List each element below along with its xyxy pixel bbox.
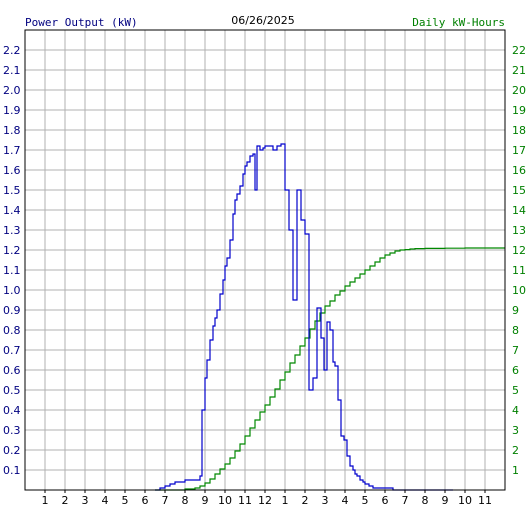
right-tick-label: 12 [512,244,526,257]
left-tick-label: 1.4 [3,204,21,217]
left-tick-label: 1.2 [3,244,21,257]
x-tick-label: 11 [478,494,492,507]
left-tick-label: 1.0 [3,284,21,297]
right-tick-label: 11 [512,264,526,277]
x-tick-label: 11 [238,494,252,507]
right-tick-label: 4 [512,404,519,417]
right-tick-label: 8 [512,324,519,337]
x-tick-label: 9 [202,494,209,507]
x-tick-label: 5 [362,494,369,507]
x-tick-label: 1 [282,494,289,507]
left-tick-label: 1.5 [3,184,21,197]
left-tick-label: 1.7 [3,144,21,157]
right-tick-label: 19 [512,104,526,117]
right-tick-label: 15 [512,184,526,197]
x-tick-label: 2 [302,494,309,507]
x-tick-label: 6 [382,494,389,507]
energy-series [155,247,505,491]
left-tick-label: 1.3 [3,224,21,237]
left-tick-label: 1.6 [3,164,21,177]
x-tick-label: 2 [62,494,69,507]
left-tick-label: 0.5 [3,384,21,397]
x-tick-label: 10 [218,494,232,507]
left-axis-ticks: 0.1 0.2 0.3 0.4 0.5 0.6 0.7 0.8 0.9 1.0 1.1 1.2 1.3 1… [3,44,21,477]
left-tick-label: 0.7 [3,344,21,357]
left-tick-label: 0.4 [3,404,21,417]
x-axis-ticks: 1 2 3 4 5 6 7 8 9 10 11 12 1 2 3 4 5 6 7 8 9 10 11 [42,490,492,507]
x-tick-label: 9 [442,494,449,507]
power-output-line [155,143,453,491]
chart-grid [25,30,505,490]
x-tick-label: 3 [322,494,329,507]
right-tick-label: 14 [512,204,526,217]
x-tick-label: 10 [458,494,472,507]
x-tick-label: 1 [42,494,49,507]
left-tick-label: 0.1 [3,464,21,477]
left-tick-label: 1.8 [3,124,21,137]
right-tick-label: 13 [512,224,526,237]
right-axis-title: Daily kW-Hours [412,16,505,29]
right-tick-label: 1 [512,464,519,477]
x-tick-label: 8 [182,494,189,507]
right-tick-label: 22 [512,44,526,57]
right-tick-label: 21 [512,64,526,77]
power-series [155,143,453,491]
left-tick-label: 0.8 [3,324,21,337]
left-tick-label: 2.1 [3,64,21,77]
left-axis-title: Power Output (kW) [25,16,138,29]
left-tick-label: 2.2 [3,44,21,57]
left-tick-label: 0.9 [3,304,21,317]
x-tick-label: 7 [162,494,169,507]
x-tick-label: 4 [102,494,109,507]
right-tick-label: 9 [512,304,519,317]
x-tick-label: 6 [142,494,149,507]
left-tick-label: 0.3 [3,424,21,437]
left-tick-label: 1.9 [3,104,21,117]
right-tick-label: 17 [512,144,526,157]
right-tick-label: 16 [512,164,526,177]
right-tick-label: 2 [512,444,519,457]
right-tick-label: 7 [512,344,519,357]
right-tick-label: 5 [512,384,519,397]
right-tick-label: 18 [512,124,526,137]
right-tick-label: 3 [512,424,519,437]
left-tick-label: 2.0 [3,84,21,97]
left-tick-label: 1.1 [3,264,21,277]
left-tick-label: 0.6 [3,364,21,377]
x-tick-label: 8 [422,494,429,507]
x-tick-label: 4 [342,494,349,507]
right-tick-label: 6 [512,364,519,377]
right-tick-label: 10 [512,284,526,297]
right-tick-label: 20 [512,84,526,97]
daily-kwh-line [155,247,505,491]
x-tick-label: 5 [122,494,129,507]
x-tick-label: 12 [258,494,272,507]
left-tick-label: 0.2 [3,444,21,457]
x-tick-label: 7 [402,494,409,507]
x-tick-label: 3 [82,494,89,507]
chart-title: 06/26/2025 [231,14,294,27]
